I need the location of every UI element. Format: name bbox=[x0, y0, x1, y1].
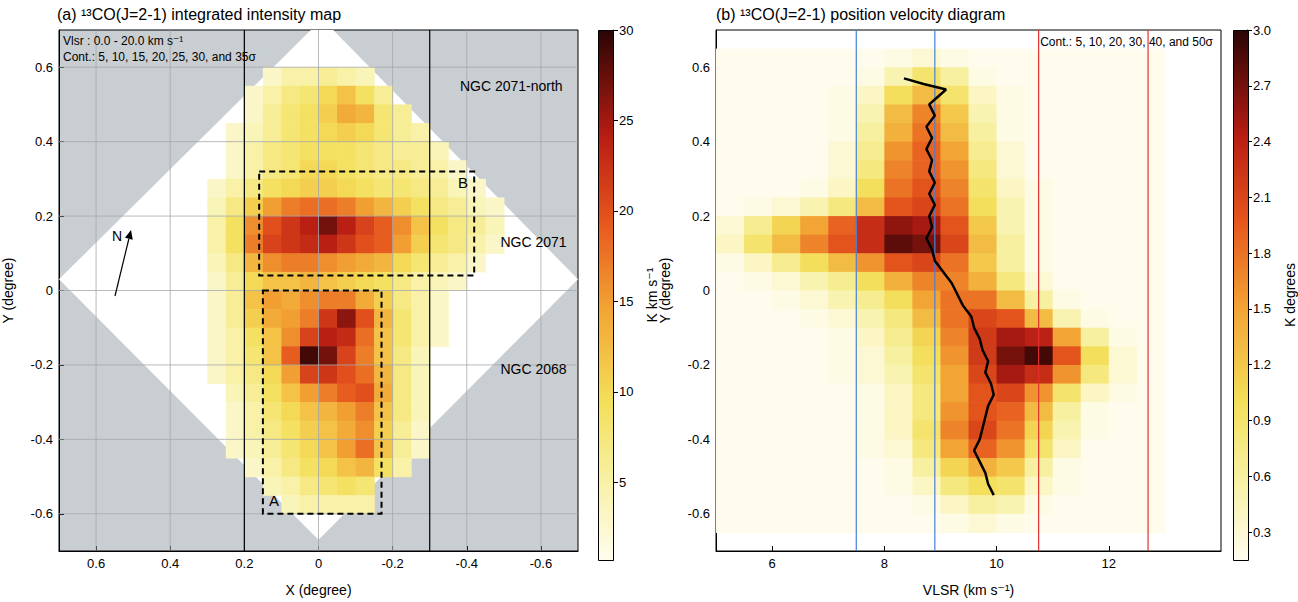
svg-text:30: 30 bbox=[619, 23, 633, 38]
svg-text:6: 6 bbox=[768, 556, 775, 571]
svg-text:0.6: 0.6 bbox=[692, 60, 710, 75]
svg-text:0: 0 bbox=[703, 283, 710, 298]
svg-text:N: N bbox=[112, 228, 122, 244]
svg-text:Cont.: 5, 10, 15, 20, 25, 30,: Cont.: 5, 10, 15, 20, 25, 30, and 35σ bbox=[63, 50, 256, 64]
svg-text:Cont.: 5, 10, 20, 30, 40, and: Cont.: 5, 10, 20, 30, 40, and 50σ bbox=[1040, 35, 1213, 49]
svg-text:K degrees: K degrees bbox=[1282, 263, 1298, 327]
svg-text:-0.2: -0.2 bbox=[381, 556, 403, 571]
svg-text:Y (degree): Y (degree) bbox=[657, 258, 673, 324]
svg-text:2.4: 2.4 bbox=[1253, 134, 1271, 149]
svg-text:12: 12 bbox=[1102, 556, 1116, 571]
svg-text:15: 15 bbox=[619, 294, 633, 309]
svg-text:0.4: 0.4 bbox=[161, 556, 179, 571]
svg-text:2.1: 2.1 bbox=[1253, 190, 1271, 205]
svg-text:25: 25 bbox=[619, 113, 633, 128]
svg-text:VLSR (km s⁻¹): VLSR (km s⁻¹) bbox=[923, 582, 1014, 598]
svg-text:A: A bbox=[269, 492, 279, 509]
svg-text:2.7: 2.7 bbox=[1253, 78, 1271, 93]
svg-text:(a) ¹³CO(J=2-1) integrated int: (a) ¹³CO(J=2-1) integrated intensity map bbox=[57, 6, 341, 23]
svg-text:1.2: 1.2 bbox=[1253, 357, 1271, 372]
svg-text:1.8: 1.8 bbox=[1253, 246, 1271, 261]
svg-text:20: 20 bbox=[619, 203, 633, 218]
svg-text:0.2: 0.2 bbox=[692, 209, 710, 224]
svg-text:NGC 2071: NGC 2071 bbox=[500, 234, 566, 250]
svg-text:-0.2: -0.2 bbox=[31, 357, 53, 372]
svg-text:0.4: 0.4 bbox=[692, 134, 710, 149]
svg-text:Y (degree): Y (degree) bbox=[0, 258, 16, 324]
svg-text:Vlsr : 0.0 - 20.0 km s⁻¹: Vlsr : 0.0 - 20.0 km s⁻¹ bbox=[63, 34, 183, 48]
svg-text:10: 10 bbox=[619, 384, 633, 399]
svg-text:0.9: 0.9 bbox=[1253, 413, 1271, 428]
svg-text:0: 0 bbox=[46, 283, 53, 298]
svg-text:3.0: 3.0 bbox=[1253, 23, 1271, 38]
svg-text:-0.4: -0.4 bbox=[31, 432, 53, 447]
svg-text:K km s⁻¹: K km s⁻¹ bbox=[644, 267, 660, 323]
svg-text:0: 0 bbox=[315, 556, 322, 571]
svg-text:0.3: 0.3 bbox=[1253, 525, 1271, 540]
svg-text:-0.4: -0.4 bbox=[456, 556, 478, 571]
svg-text:0.6: 0.6 bbox=[1253, 469, 1271, 484]
svg-text:-0.4: -0.4 bbox=[688, 432, 710, 447]
svg-text:0.2: 0.2 bbox=[235, 556, 253, 571]
svg-text:0.4: 0.4 bbox=[35, 134, 53, 149]
svg-text:-0.2: -0.2 bbox=[688, 357, 710, 372]
svg-text:8: 8 bbox=[881, 556, 888, 571]
svg-text:-0.6: -0.6 bbox=[688, 506, 710, 521]
svg-text:X (degree): X (degree) bbox=[285, 582, 351, 598]
svg-text:1.5: 1.5 bbox=[1253, 301, 1271, 316]
svg-text:10: 10 bbox=[989, 556, 1003, 571]
svg-text:(b) ¹³CO(J=2-1) position veloc: (b) ¹³CO(J=2-1) position velocity diagra… bbox=[716, 6, 1005, 23]
svg-text:0.2: 0.2 bbox=[35, 209, 53, 224]
svg-text:B: B bbox=[458, 174, 468, 191]
svg-text:0.6: 0.6 bbox=[35, 60, 53, 75]
svg-text:NGC 2071-north: NGC 2071-north bbox=[460, 78, 563, 94]
svg-text:-0.6: -0.6 bbox=[530, 556, 552, 571]
svg-text:-0.6: -0.6 bbox=[31, 506, 53, 521]
svg-text:5: 5 bbox=[619, 475, 626, 490]
svg-text:NGC 2068: NGC 2068 bbox=[500, 361, 566, 377]
svg-text:0.6: 0.6 bbox=[87, 556, 105, 571]
